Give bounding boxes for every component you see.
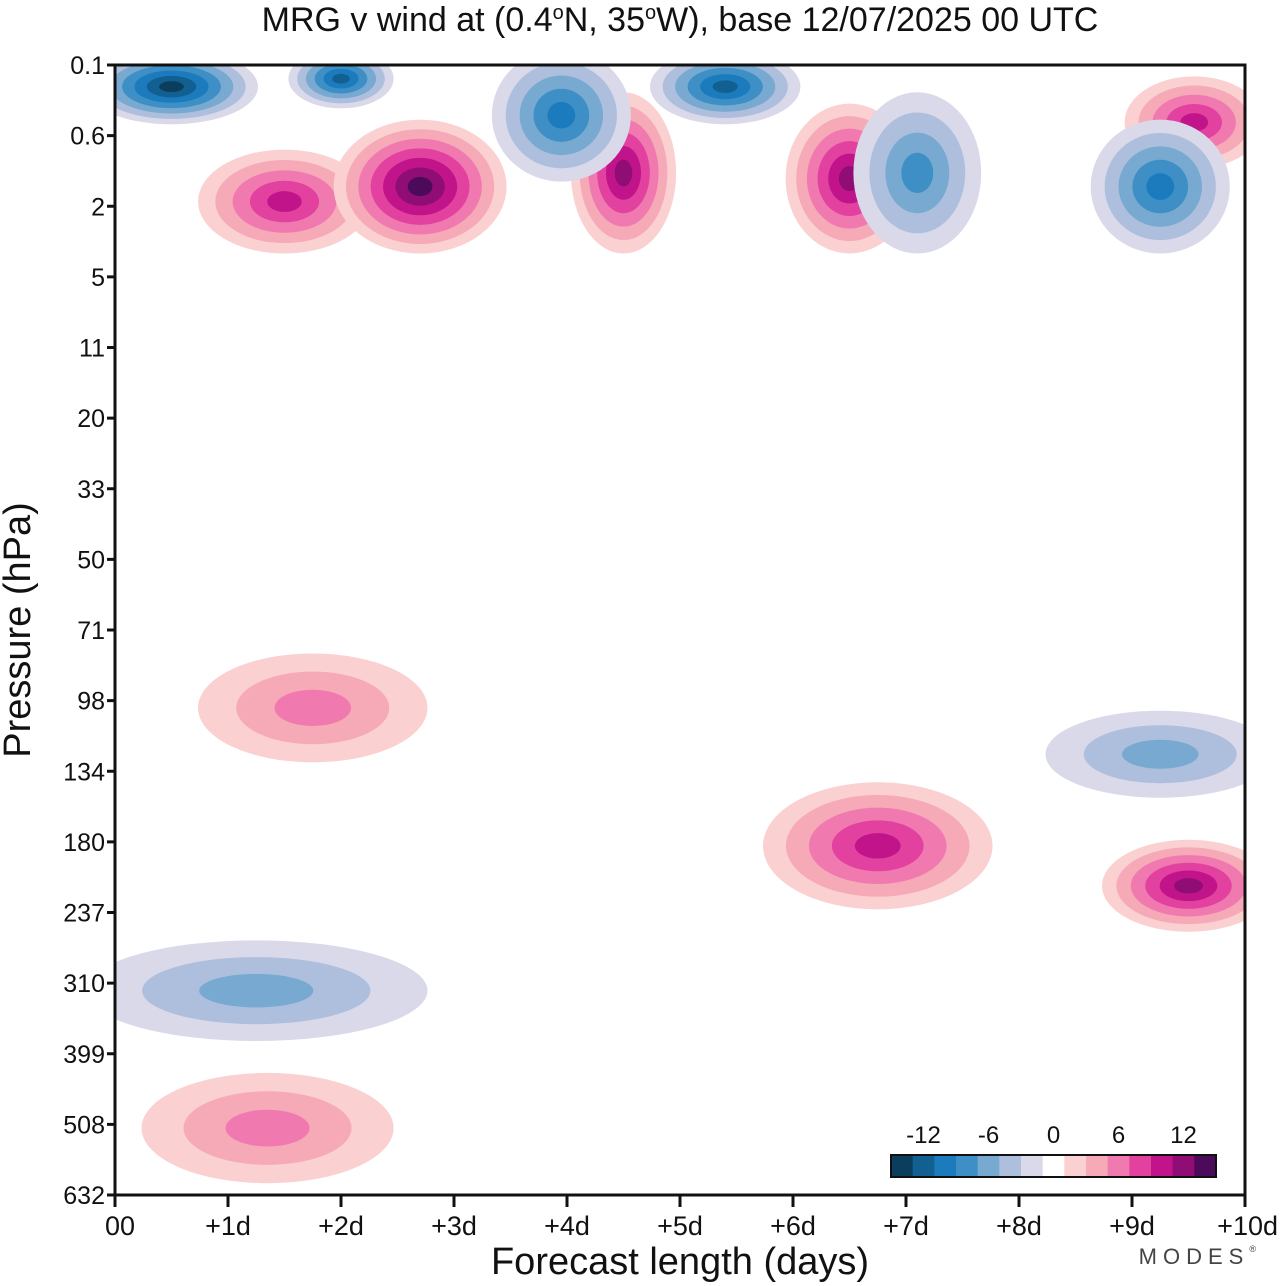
y-tick-label: 399 (63, 1041, 105, 1069)
colorbar-swatch (934, 1155, 957, 1177)
y-tick-label: 237 (63, 900, 105, 928)
contour-band (712, 80, 738, 93)
x-tick-label: +10d (1217, 1211, 1278, 1241)
colorbar-label: 0 (1047, 1122, 1060, 1149)
contour-band (274, 689, 351, 727)
positive-feature (333, 119, 507, 254)
y-axis-label: Pressure (hPa) (0, 502, 39, 758)
y-tick-label: 33 (77, 476, 105, 504)
colorbar-legend: -12 -6 0 6 12 (890, 1122, 1217, 1178)
contour-band (332, 73, 350, 84)
contour-band (199, 973, 314, 1008)
y-tick-label: 20 (77, 405, 105, 433)
colorbar-swatch (1107, 1155, 1130, 1177)
contour-band (614, 159, 633, 187)
y-tick-label: 5 (91, 264, 105, 292)
colorbar-swatch (1172, 1155, 1195, 1177)
y-tick-label: 11 (79, 335, 105, 363)
colorbar-swatch (1194, 1155, 1217, 1177)
contour-band (1146, 173, 1175, 200)
y-tick-label: 632 (63, 1182, 105, 1210)
colorbar-swatch (1086, 1155, 1109, 1177)
contour-band (547, 102, 576, 129)
positive-feature (198, 149, 371, 254)
colorbar-swatch (1042, 1155, 1065, 1177)
colorbar-swatch (1129, 1155, 1152, 1177)
y-tick-label: 180 (63, 829, 105, 857)
x-tick-label: +9d (1109, 1211, 1155, 1241)
colorbar-label: 6 (1112, 1122, 1125, 1149)
contour-shading (115, 65, 1245, 1184)
y-tick-label: 2 (91, 193, 105, 221)
colorbar-swatch (1021, 1155, 1044, 1177)
contour-band (407, 177, 433, 197)
y-tick-label: 508 (63, 1111, 105, 1139)
contour-band (901, 152, 934, 194)
y-tick-label: 134 (63, 758, 105, 786)
negative-feature (1090, 119, 1230, 254)
contour-band (267, 191, 302, 212)
x-axis-label: Forecast length (days) (491, 1241, 869, 1283)
y-tick-label: 71 (77, 617, 105, 645)
x-tick-label: +8d (996, 1211, 1042, 1241)
y-tick-label: 0.6 (70, 123, 105, 151)
y-axis: 0.1 0.6 2 5 11 20 33 50 71 98 134 180 237 310 399 508 63… (63, 52, 115, 1210)
x-tick-label: 00 (105, 1211, 135, 1241)
negative-feature (650, 65, 801, 125)
x-tick-label: +5d (657, 1211, 703, 1241)
positive-feature (198, 653, 428, 763)
negative-feature (115, 65, 258, 125)
x-tick-label: +6d (770, 1211, 816, 1241)
negative-feature (115, 940, 428, 1041)
contour-band (159, 81, 184, 93)
chart-title: MRG v wind at (0.4oN, 35oW), base 12/07/… (262, 1, 1099, 39)
x-tick-label: +3d (431, 1211, 477, 1241)
plot-area (115, 65, 1245, 1184)
x-axis: 00 +1d +2d +3d +4d +5d +6d +7d +8d +9d +10d (105, 1195, 1278, 1241)
x-tick-label: +7d (883, 1211, 929, 1241)
y-tick-label: 98 (77, 688, 105, 716)
colorbar-swatch (891, 1155, 914, 1177)
contour-band (1174, 878, 1203, 894)
colorbar-frame (890, 1154, 1217, 1178)
colorbar-label: -6 (978, 1122, 999, 1149)
x-tick-label: +4d (544, 1211, 590, 1241)
colorbar-swatch (999, 1155, 1022, 1177)
colorbar-label: 12 (1170, 1122, 1197, 1149)
negative-feature (491, 65, 631, 182)
y-tick-label: 50 (77, 546, 105, 574)
colorbar-swatch (977, 1155, 1000, 1177)
negative-feature (288, 65, 394, 109)
y-tick-label: 310 (63, 970, 105, 998)
y-tick-label: 0.1 (70, 52, 105, 80)
x-tick-label: +2d (318, 1211, 364, 1241)
contour-band (225, 1109, 310, 1147)
contour-band (854, 833, 901, 859)
plot-frame (113, 63, 1247, 1197)
positive-feature (763, 782, 993, 910)
colorbar-swatch (956, 1155, 979, 1177)
positive-feature (1102, 839, 1245, 932)
colorbar-swatch (912, 1155, 935, 1177)
colorbar-swatch (1064, 1155, 1087, 1177)
negative-feature (1045, 710, 1245, 798)
colorbar-swatch (1151, 1155, 1174, 1177)
colorbar-label: -12 (906, 1122, 941, 1149)
negative-feature (853, 92, 982, 254)
x-tick-label: +1d (205, 1211, 251, 1241)
modes-logo: MODES® (1138, 1244, 1256, 1269)
positive-feature (141, 1072, 394, 1184)
contour-band (1122, 739, 1199, 769)
